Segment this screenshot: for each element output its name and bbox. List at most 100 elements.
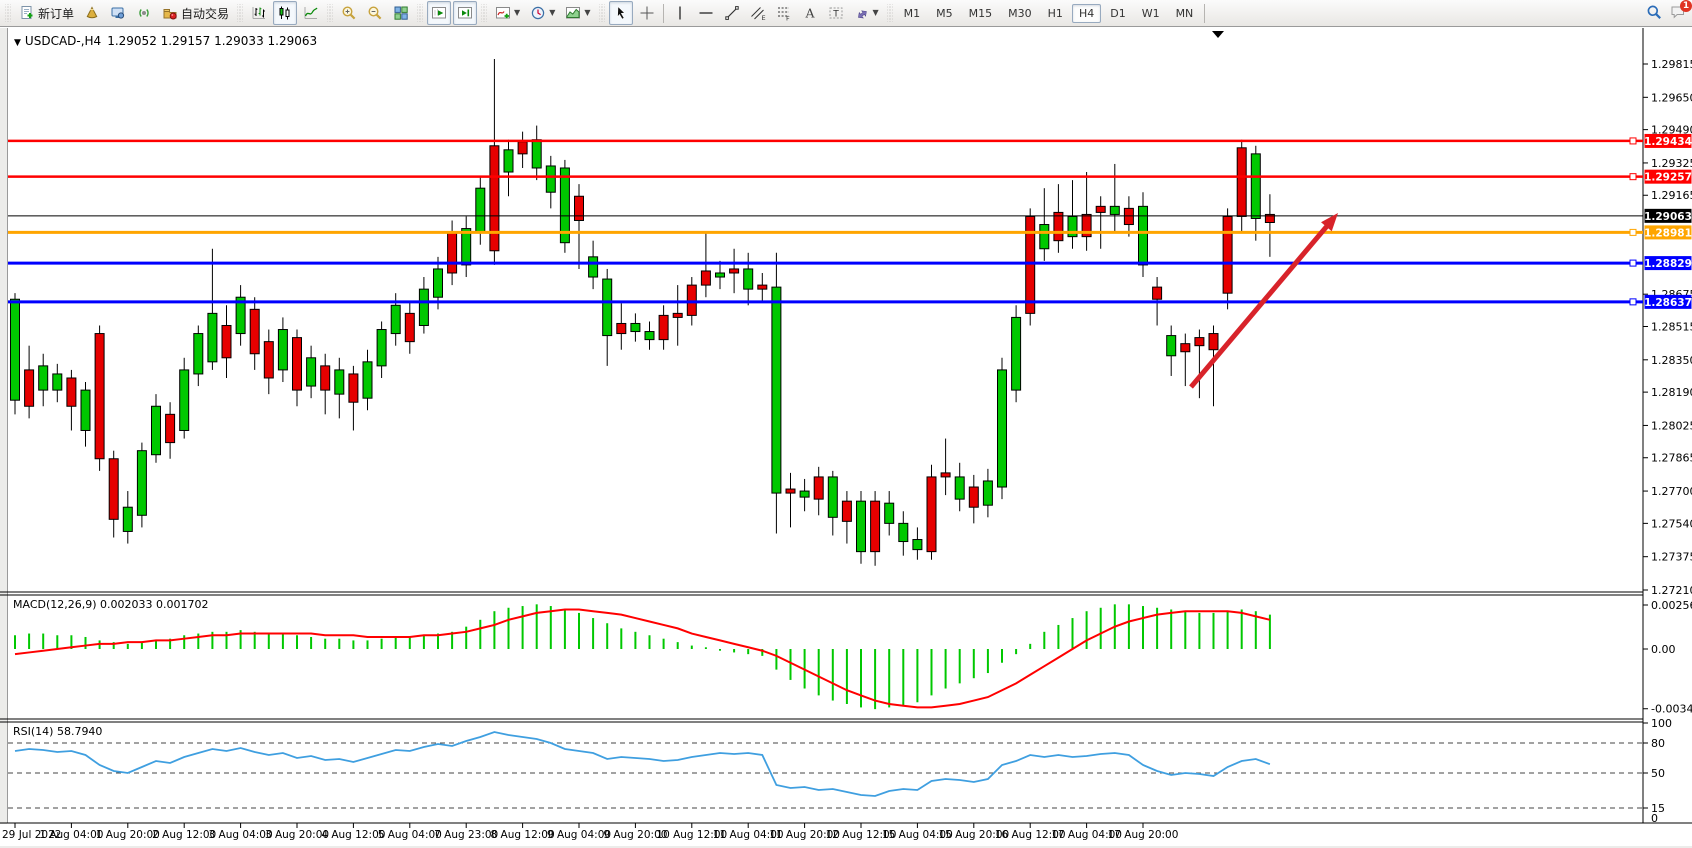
fibonacci-button[interactable]: F — [772, 1, 796, 25]
candle — [108, 458, 119, 520]
terminal-button[interactable] — [106, 1, 130, 25]
line-chart-button[interactable] — [299, 1, 323, 25]
vertical-line-button[interactable] — [668, 1, 692, 25]
equidistant-channel-button[interactable]: E — [746, 1, 770, 25]
candle — [207, 312, 218, 363]
candle — [1264, 213, 1275, 224]
price-tick-label: 1.27865 — [1651, 452, 1692, 465]
candle — [1025, 215, 1036, 314]
chart-shift-marker-icon[interactable] — [1212, 31, 1224, 38]
support-line-1-handle[interactable] — [1629, 259, 1637, 267]
toolbar-drag-handle[interactable] — [886, 4, 893, 22]
candle — [715, 272, 725, 278]
main-toolbar: 新订单 自动交易 ▼ ▼ ▼ E F A T ▼ M1 M5 M15 M30 H1 H4 D1 W1 MN 1 — [0, 0, 1692, 27]
zoom-out-button[interactable] — [363, 1, 387, 25]
tile-windows-button[interactable] — [389, 1, 413, 25]
candle — [729, 268, 740, 274]
current-price-line-price-tag — [1644, 208, 1692, 223]
notifications-button[interactable]: 1 — [1670, 0, 1692, 24]
toolbar-group-insert: ▼ ▼ ▼ — [490, 1, 595, 25]
toolbar-drag-handle[interactable] — [481, 4, 488, 22]
candle — [292, 337, 302, 391]
bar-chart-button[interactable] — [247, 1, 271, 25]
toolbar-drag-handle[interactable] — [5, 4, 11, 22]
timeframe-button-w1[interactable]: W1 — [1141, 6, 1160, 20]
date-label: 15 Aug 04:00 — [882, 829, 953, 841]
profile-button[interactable] — [80, 1, 104, 25]
toolbar-drag-handle[interactable] — [417, 4, 424, 22]
candles-icon — [277, 5, 293, 21]
vline-icon — [672, 5, 688, 21]
trend-arrow-annotation-head[interactable] — [1321, 213, 1338, 232]
candle — [249, 308, 260, 355]
toolbar-drag-handle[interactable] — [237, 4, 244, 22]
auto-scroll-button[interactable] — [427, 1, 452, 25]
chevron-down-icon[interactable]: ▼ — [584, 8, 591, 17]
date-label: 9 Aug 20:00 — [603, 829, 667, 841]
date-label: 15 Aug 20:00 — [938, 829, 1009, 841]
candle — [306, 357, 317, 387]
support-line-2-handle[interactable] — [1629, 298, 1637, 306]
timeframe-button-m5[interactable]: M5 — [936, 6, 953, 20]
hline-icon — [698, 5, 714, 21]
indicators-button[interactable]: ▼ — [491, 1, 524, 25]
candle — [517, 141, 528, 155]
chevron-down-icon[interactable]: ▼ — [549, 8, 556, 17]
candlestick-chart-button[interactable] — [273, 1, 298, 25]
candle — [1039, 224, 1050, 250]
new-order-button[interactable]: 新订单 — [15, 1, 78, 25]
text-label-button[interactable]: T — [824, 1, 848, 25]
candle — [658, 314, 669, 341]
toolbar-drag-handle[interactable] — [327, 4, 334, 22]
rsi-tick-label: 50 — [1651, 767, 1665, 780]
date-label: 1 Aug 04:00 — [39, 829, 103, 841]
timeframe-button-h4[interactable]: H4 — [1071, 3, 1102, 23]
macd-signal-line — [14, 608, 1271, 709]
cone-icon — [84, 5, 100, 21]
candle — [827, 476, 838, 518]
periods-button[interactable]: ▼ — [526, 1, 559, 25]
resistance-line-1-handle[interactable] — [1629, 137, 1637, 145]
macd-tick-label: -0.003477 — [1651, 703, 1692, 716]
clock-icon — [530, 5, 546, 21]
crosshair-button[interactable] — [635, 1, 659, 25]
templates-button[interactable]: ▼ — [561, 1, 594, 25]
timeframe-button-m1[interactable]: M1 — [903, 6, 921, 20]
timeframe-button-d1[interactable]: D1 — [1110, 6, 1126, 20]
chart-title[interactable]: ▼ USDCAD-,H4 1.29052 1.29157 1.29033 1.29… — [14, 34, 317, 48]
text-button[interactable]: A — [798, 1, 822, 25]
collapse-ohlc-icon[interactable]: ▼ — [14, 38, 21, 48]
window-bottom-border — [0, 846, 1692, 848]
horizontal-line-button[interactable] — [694, 1, 718, 25]
macd-tick-label: 0.002561 — [1651, 599, 1692, 612]
chart-area[interactable]: 1.29815 1.29650 1.29490 1.29325 1.29165 1.286… — [0, 28, 1692, 848]
cursor-button[interactable] — [608, 1, 633, 25]
timeframe-button-m30[interactable]: M30 — [1008, 6, 1032, 20]
resistance-line-2-handle[interactable] — [1629, 173, 1637, 181]
trendline-button[interactable] — [720, 1, 744, 25]
support-line-1-price-tag — [1644, 256, 1692, 271]
timeframe-button-h1[interactable]: H1 — [1047, 6, 1063, 20]
trend-arrow-annotation[interactable] — [1189, 223, 1330, 389]
candle — [1152, 286, 1163, 300]
candle — [24, 369, 35, 407]
autotrading-button[interactable]: 自动交易 — [158, 1, 233, 25]
toolbar-drag-handle[interactable] — [598, 4, 605, 22]
pivot-line-handle[interactable] — [1629, 228, 1637, 236]
search-button[interactable] — [1646, 4, 1662, 24]
chevron-down-icon[interactable]: ▼ — [872, 8, 879, 17]
signals-button[interactable] — [132, 1, 156, 25]
chevron-down-icon[interactable]: ▼ — [514, 8, 521, 17]
zoom-in-button[interactable] — [337, 1, 361, 25]
candle — [545, 165, 556, 193]
toolbar-separator — [1204, 3, 1206, 23]
candle — [574, 195, 584, 221]
chart-shift-button[interactable] — [453, 1, 478, 25]
svg-text:F: F — [786, 15, 790, 22]
arrows-button[interactable]: ▼ — [850, 1, 883, 25]
timeframe-button-m15[interactable]: M15 — [968, 6, 993, 20]
timeframe-button-mn[interactable]: MN — [1175, 6, 1194, 20]
candle — [447, 232, 458, 274]
price-tick-label: 1.29325 — [1651, 157, 1692, 170]
candle — [1236, 147, 1247, 217]
